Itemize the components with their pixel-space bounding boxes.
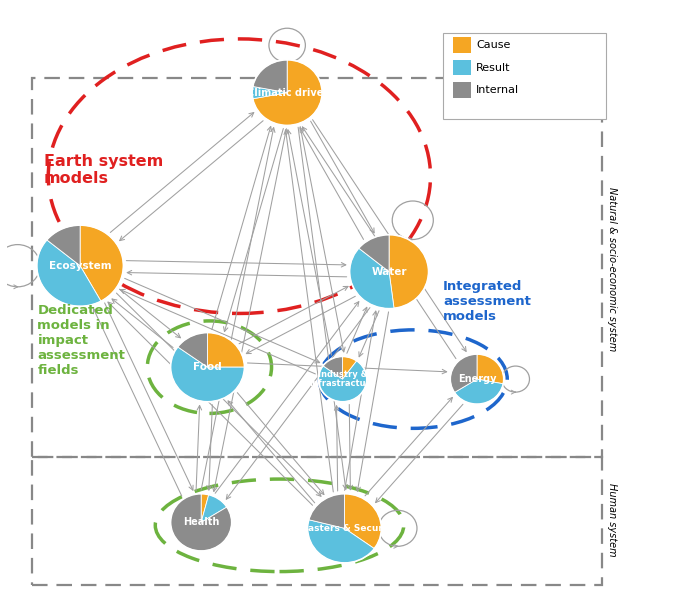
Text: Ecosystem: Ecosystem xyxy=(49,261,112,271)
Bar xyxy=(32,457,603,585)
Bar xyxy=(453,82,471,98)
Bar xyxy=(453,60,471,76)
Wedge shape xyxy=(323,356,342,379)
Wedge shape xyxy=(37,240,101,306)
Wedge shape xyxy=(177,333,208,367)
Wedge shape xyxy=(345,494,382,549)
Wedge shape xyxy=(47,225,80,266)
Text: Health: Health xyxy=(183,517,219,527)
Text: Disasters & Security: Disasters & Security xyxy=(292,524,397,533)
Wedge shape xyxy=(201,494,209,523)
Text: Cause: Cause xyxy=(476,40,511,50)
Wedge shape xyxy=(342,356,357,379)
Wedge shape xyxy=(349,248,394,309)
FancyBboxPatch shape xyxy=(443,33,606,119)
Wedge shape xyxy=(252,86,287,99)
Text: Integrated
assessment
models: Integrated assessment models xyxy=(443,280,531,323)
Wedge shape xyxy=(80,225,123,301)
Wedge shape xyxy=(319,361,366,402)
Text: Climatic driver: Climatic driver xyxy=(247,88,328,97)
Wedge shape xyxy=(477,354,503,384)
Wedge shape xyxy=(171,347,245,402)
Text: Water: Water xyxy=(371,267,407,276)
Wedge shape xyxy=(253,60,287,93)
Bar xyxy=(32,78,603,457)
Wedge shape xyxy=(208,333,245,367)
Text: Result: Result xyxy=(476,63,511,72)
Wedge shape xyxy=(308,519,375,563)
Text: Human system: Human system xyxy=(607,482,617,556)
Text: Earth system
models: Earth system models xyxy=(44,154,163,186)
Wedge shape xyxy=(201,495,227,523)
Wedge shape xyxy=(253,60,322,125)
Text: Energy: Energy xyxy=(458,374,496,384)
Text: Food: Food xyxy=(193,362,222,372)
Text: Natural & socio-economic system: Natural & socio-economic system xyxy=(607,186,617,351)
Text: Internal: Internal xyxy=(476,85,519,95)
Wedge shape xyxy=(454,379,503,404)
Bar xyxy=(453,37,471,52)
Wedge shape xyxy=(171,494,232,551)
Text: Industry &
Infrastracture: Industry & Infrastracture xyxy=(309,370,376,389)
Wedge shape xyxy=(309,494,345,529)
Wedge shape xyxy=(359,234,389,272)
Wedge shape xyxy=(450,354,477,393)
Text: Dedicated
models in
impact
assessment
fields: Dedicated models in impact assessment fi… xyxy=(38,304,125,377)
Wedge shape xyxy=(389,234,429,308)
